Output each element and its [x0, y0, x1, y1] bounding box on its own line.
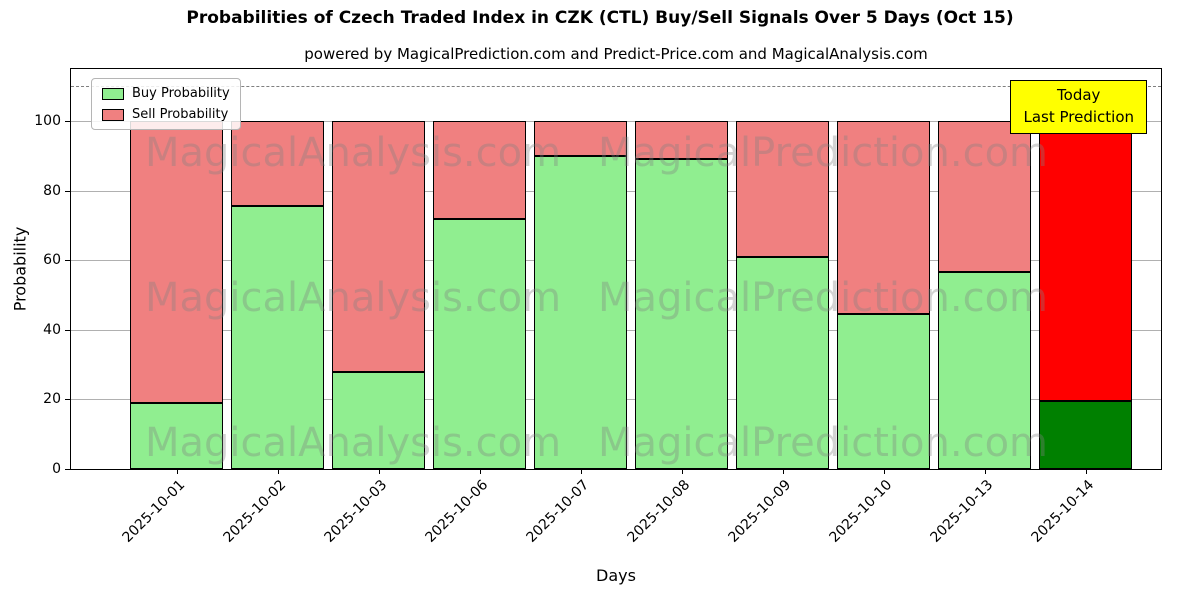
- x-tick-mark: [580, 469, 582, 474]
- watermark: MagicalPrediction.com: [598, 420, 1048, 466]
- sell-segment: [331, 121, 426, 372]
- annotation-line-1: Today: [1057, 86, 1101, 104]
- y-tick-label: 100: [34, 113, 61, 130]
- dashed-threshold-line: [71, 86, 1161, 88]
- bar-2025-10-02: [230, 121, 325, 469]
- x-tick-mark: [277, 469, 279, 474]
- buy-segment: [129, 402, 224, 469]
- bar-2025-10-06: [432, 121, 527, 469]
- buy-segment: [432, 218, 527, 469]
- bar-2025-10-09: [735, 121, 830, 469]
- chart-subtitle: powered by MagicalPrediction.com and Pre…: [304, 45, 928, 63]
- bar-2025-10-07: [533, 121, 628, 469]
- x-axis-label: Days: [596, 566, 636, 585]
- bar-2025-10-03: [331, 121, 426, 469]
- annotation-line-2: Last Prediction: [1023, 107, 1134, 126]
- y-tick-mark: [65, 399, 70, 401]
- watermark: MagicalPrediction.com: [598, 275, 1048, 321]
- bar-2025-10-10: [836, 121, 931, 469]
- sell-segment: [836, 121, 931, 315]
- buy-segment: [230, 206, 325, 469]
- legend-item-buy: Buy Probability: [102, 86, 230, 101]
- x-tick-mark: [782, 469, 784, 474]
- x-tick-mark: [681, 469, 683, 474]
- y-tick-mark: [65, 469, 70, 470]
- y-tick-label: 0: [52, 461, 61, 477]
- buy-segment: [634, 159, 729, 469]
- sell-segment: [1038, 121, 1133, 402]
- sell-segment: [230, 121, 325, 207]
- sell-segment: [634, 121, 729, 160]
- x-tick-mark: [176, 469, 178, 474]
- x-tick-mark: [1085, 469, 1087, 474]
- buy-segment: [331, 371, 426, 469]
- y-tick-mark: [65, 190, 70, 192]
- bar-2025-10-08: [634, 121, 729, 469]
- buy-segment: [937, 272, 1032, 469]
- x-tick-mark: [883, 469, 885, 474]
- legend-label: Buy Probability: [132, 86, 230, 101]
- watermark: MagicalAnalysis.com: [144, 275, 562, 321]
- y-tick-mark: [65, 329, 70, 331]
- x-tick-mark: [984, 469, 986, 474]
- legend-swatch: [102, 87, 124, 100]
- y-tick-mark: [65, 121, 70, 123]
- y-tick-label: 40: [43, 321, 61, 338]
- bar-2025-10-13: [937, 121, 1032, 469]
- legend-label: Sell Probability: [132, 107, 229, 122]
- x-tick-mark: [479, 469, 481, 474]
- watermark: MagicalPrediction.com: [598, 130, 1048, 176]
- chart-title: Probabilities of Czech Traded Index in C…: [186, 8, 1014, 28]
- x-tick-mark: [378, 469, 380, 474]
- y-tick-label: 20: [43, 391, 61, 408]
- sell-segment: [432, 121, 527, 219]
- legend-item-sell: Sell Probability: [102, 107, 230, 122]
- plot-area: MagicalAnalysis.com MagicalPrediction.com…: [70, 68, 1162, 470]
- watermark: MagicalAnalysis.com: [144, 420, 562, 466]
- legend: Buy Probability Sell Probability: [91, 78, 241, 130]
- sell-segment: [735, 121, 830, 257]
- buy-segment: [533, 155, 628, 469]
- bar-2025-10-14: [1038, 121, 1133, 469]
- today-annotation: Today Last Prediction: [1010, 80, 1147, 134]
- buy-segment: [1038, 401, 1133, 469]
- y-tick-mark: [65, 260, 70, 262]
- sell-segment: [533, 121, 628, 156]
- legend-swatch: [102, 108, 124, 121]
- buy-segment: [836, 314, 931, 469]
- sell-segment: [937, 121, 1032, 273]
- y-tick-label: 60: [43, 252, 61, 269]
- watermark: MagicalAnalysis.com: [144, 130, 562, 176]
- y-tick-label: 80: [43, 182, 61, 199]
- buy-segment: [735, 256, 830, 469]
